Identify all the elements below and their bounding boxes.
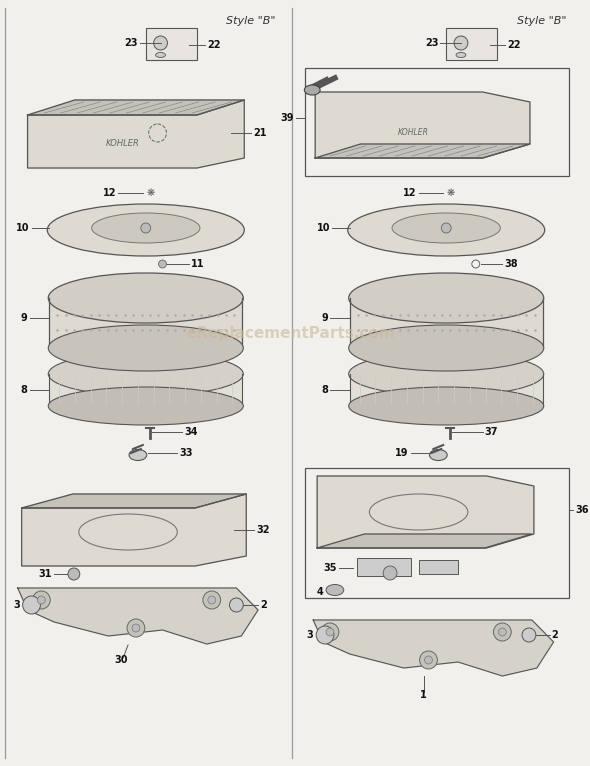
- Text: 22: 22: [507, 40, 521, 50]
- Polygon shape: [315, 92, 530, 158]
- Text: 35: 35: [323, 563, 337, 573]
- Circle shape: [316, 626, 334, 644]
- Ellipse shape: [156, 53, 165, 57]
- Circle shape: [493, 623, 511, 641]
- Text: Style "B": Style "B": [227, 16, 276, 26]
- Polygon shape: [317, 534, 532, 548]
- Ellipse shape: [48, 325, 243, 371]
- Text: 22: 22: [207, 40, 220, 50]
- Text: 8: 8: [321, 385, 328, 395]
- Circle shape: [383, 566, 397, 580]
- Circle shape: [203, 591, 221, 609]
- Text: 23: 23: [124, 38, 138, 48]
- Text: 39: 39: [280, 113, 294, 123]
- Text: 4: 4: [316, 587, 323, 597]
- Ellipse shape: [48, 273, 243, 323]
- Bar: [350, 374, 543, 406]
- Circle shape: [321, 623, 339, 641]
- Polygon shape: [22, 494, 246, 566]
- Bar: [446, 28, 497, 60]
- Circle shape: [32, 591, 50, 609]
- Polygon shape: [28, 100, 244, 168]
- Text: KOHLER: KOHLER: [398, 127, 429, 136]
- Bar: [350, 298, 543, 348]
- Text: 37: 37: [484, 427, 498, 437]
- Polygon shape: [28, 100, 244, 115]
- Text: 10: 10: [16, 223, 30, 233]
- Circle shape: [230, 598, 243, 612]
- Text: 19: 19: [395, 448, 409, 458]
- Text: 9: 9: [321, 313, 328, 323]
- Ellipse shape: [304, 85, 320, 95]
- Ellipse shape: [392, 213, 500, 243]
- Circle shape: [153, 36, 168, 50]
- Text: 34: 34: [184, 427, 198, 437]
- Ellipse shape: [48, 387, 243, 425]
- Text: 8: 8: [21, 385, 28, 395]
- Bar: [356, 558, 411, 576]
- Circle shape: [419, 651, 437, 669]
- Polygon shape: [315, 144, 530, 158]
- Ellipse shape: [430, 450, 447, 460]
- Circle shape: [441, 223, 451, 233]
- Bar: [49, 374, 242, 406]
- Text: ❋: ❋: [147, 188, 155, 198]
- Circle shape: [132, 624, 140, 632]
- Circle shape: [37, 596, 45, 604]
- Text: eReplacementParts.com: eReplacementParts.com: [186, 326, 395, 341]
- Bar: [49, 298, 242, 348]
- Ellipse shape: [349, 325, 544, 371]
- Ellipse shape: [326, 584, 344, 595]
- Circle shape: [159, 260, 166, 268]
- Text: 21: 21: [253, 128, 267, 138]
- Ellipse shape: [47, 204, 244, 256]
- Text: 9: 9: [21, 313, 28, 323]
- Polygon shape: [313, 620, 553, 676]
- Text: Style "B": Style "B": [517, 16, 566, 26]
- Text: 10: 10: [316, 223, 330, 233]
- Text: 3: 3: [13, 600, 19, 610]
- Polygon shape: [18, 588, 258, 644]
- Text: 31: 31: [39, 569, 52, 579]
- Circle shape: [141, 223, 150, 233]
- Ellipse shape: [129, 450, 147, 460]
- Text: 36: 36: [575, 505, 589, 515]
- Ellipse shape: [456, 53, 466, 57]
- Text: 23: 23: [425, 38, 438, 48]
- Text: ❋: ❋: [447, 188, 455, 198]
- Circle shape: [454, 36, 468, 50]
- Circle shape: [127, 619, 145, 637]
- Circle shape: [499, 628, 506, 636]
- Bar: [306, 468, 569, 598]
- Text: 3: 3: [306, 630, 313, 640]
- Circle shape: [208, 596, 216, 604]
- Text: KOHLER: KOHLER: [106, 139, 140, 148]
- Text: 12: 12: [103, 188, 116, 198]
- Polygon shape: [317, 476, 534, 548]
- Circle shape: [22, 596, 40, 614]
- Text: 32: 32: [256, 525, 270, 535]
- Circle shape: [326, 628, 334, 636]
- Ellipse shape: [349, 387, 544, 425]
- Bar: [146, 28, 197, 60]
- Polygon shape: [22, 494, 246, 508]
- Ellipse shape: [349, 273, 544, 323]
- Text: 2: 2: [552, 630, 558, 640]
- Ellipse shape: [349, 352, 544, 396]
- Circle shape: [68, 568, 80, 580]
- Circle shape: [425, 656, 432, 664]
- Bar: [306, 68, 569, 176]
- Text: 33: 33: [179, 448, 193, 458]
- Text: 30: 30: [114, 655, 128, 665]
- Ellipse shape: [48, 352, 243, 396]
- Text: 12: 12: [403, 188, 417, 198]
- Bar: [419, 560, 458, 574]
- Circle shape: [522, 628, 536, 642]
- Ellipse shape: [91, 213, 200, 243]
- Text: 1: 1: [420, 690, 427, 700]
- Ellipse shape: [348, 204, 545, 256]
- Text: 2: 2: [260, 600, 267, 610]
- Text: 38: 38: [504, 259, 518, 269]
- Text: 11: 11: [191, 259, 205, 269]
